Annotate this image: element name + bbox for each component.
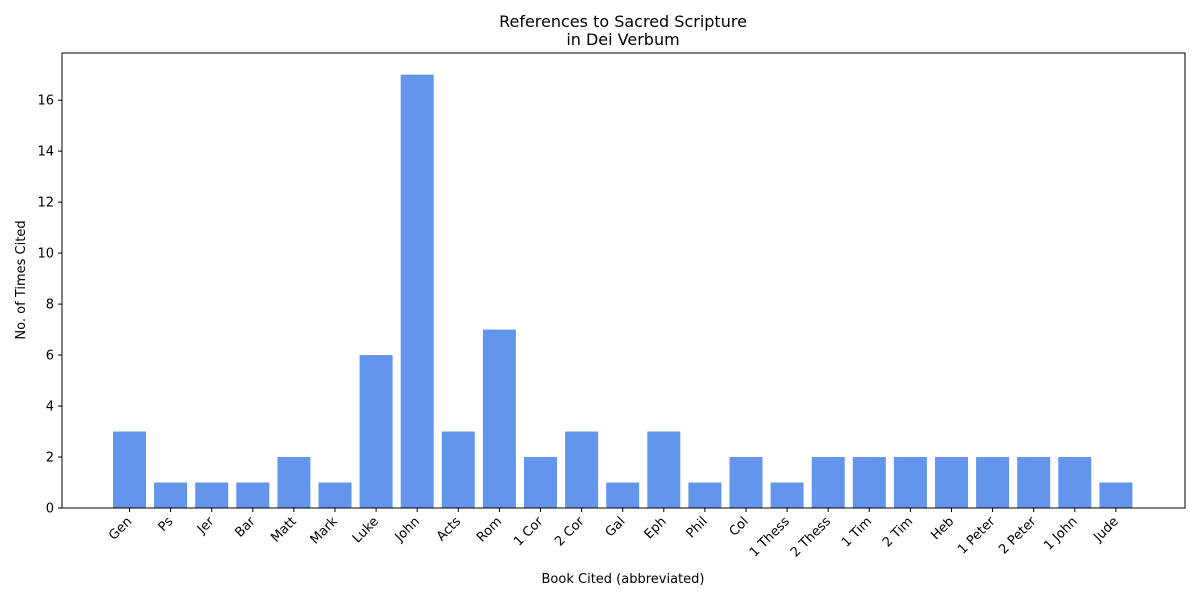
- x-tick-label: 2 Tim: [880, 514, 916, 550]
- chart-title: References to Sacred Scripture: [499, 12, 747, 31]
- x-tick-label: Acts: [434, 514, 464, 544]
- y-tick-label: 2: [46, 451, 54, 466]
- y-tick-label: 4: [46, 400, 54, 415]
- bar-jude: [1099, 482, 1133, 508]
- bar-ps: [154, 482, 188, 508]
- y-tick-label: 16: [37, 94, 54, 109]
- bar-1-thess: [770, 482, 804, 508]
- x-tick-label: 1 Tim: [839, 514, 875, 550]
- bar-eph: [647, 431, 681, 508]
- x-tick-label: 2 Peter: [996, 514, 1040, 558]
- x-axis: Gen Ps Jer Bar Matt Mark Luke John Acts Rom 1 Cor 2…: [106, 508, 1122, 560]
- plot-frame: [61, 52, 1186, 509]
- x-tick-label: Heb: [928, 514, 957, 543]
- y-axis-label: No. of Times Cited: [14, 220, 29, 339]
- x-tick-label: 1 Thess: [747, 514, 793, 560]
- bar-phil: [688, 482, 722, 508]
- x-tick-label: Matt: [268, 514, 299, 545]
- bar-2-thess: [811, 457, 845, 508]
- bar-1-cor: [524, 457, 557, 508]
- bar-rom: [482, 329, 516, 508]
- x-tick-label: Luke: [350, 514, 382, 546]
- bar-1-peter: [976, 457, 1010, 508]
- bar-matt: [277, 457, 311, 508]
- x-tick-label: Eph: [642, 514, 670, 542]
- x-tick-label: Rom: [474, 514, 505, 545]
- bar-2-tim: [893, 457, 927, 508]
- x-tick-label: Phil: [684, 514, 711, 541]
- x-tick-label: 1 Peter: [955, 514, 999, 558]
- bar-mark: [318, 482, 352, 508]
- x-tick-label: Bar: [232, 514, 259, 541]
- bar-gal: [606, 482, 640, 508]
- y-tick-label: 14: [37, 145, 54, 160]
- y-tick-label: 6: [46, 349, 54, 364]
- x-tick-label: 2 Cor: [552, 514, 588, 550]
- bar-jer: [195, 482, 229, 508]
- bar-john: [400, 74, 434, 509]
- y-tick-label: 10: [37, 247, 54, 262]
- bar-luke: [359, 355, 393, 508]
- bars-group: [113, 74, 1133, 509]
- x-axis-label: Book Cited (abbreviated): [542, 572, 705, 587]
- x-tick-label: Gal: [603, 514, 629, 540]
- x-tick-label: 1 John: [1041, 514, 1080, 553]
- bar-2-peter: [1017, 457, 1051, 508]
- y-tick-label: 12: [37, 196, 54, 211]
- x-tick-label: Jude: [1090, 514, 1121, 545]
- bar-1-john: [1058, 457, 1092, 508]
- x-tick-label: Col: [727, 514, 752, 539]
- bar-2-cor: [565, 431, 599, 508]
- x-tick-label: Ps: [156, 514, 177, 535]
- bar-gen: [113, 431, 146, 508]
- bar-heb: [935, 457, 968, 508]
- bar-bar: [236, 482, 270, 508]
- y-tick-label: 8: [46, 298, 54, 313]
- x-tick-label: 2 Thess: [788, 514, 834, 560]
- x-tick-label: Jer: [194, 514, 218, 538]
- bar-acts: [441, 431, 475, 508]
- x-tick-label: John: [392, 514, 423, 545]
- bar-1-tim: [852, 457, 886, 508]
- x-tick-label: Gen: [106, 514, 135, 543]
- chart-subtitle: in Dei Verbum: [566, 30, 679, 49]
- y-axis: 0 2 4 6 8 10 12 14 16: [37, 94, 62, 517]
- x-tick-label: 1 Cor: [511, 514, 547, 550]
- y-tick-label: 0: [46, 502, 54, 517]
- x-tick-label: Mark: [308, 514, 342, 548]
- bar-col: [729, 457, 763, 508]
